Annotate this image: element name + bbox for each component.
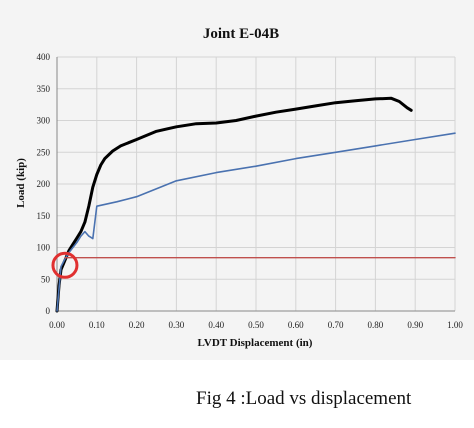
x-tick-label: 0.80: [368, 320, 384, 330]
y-tick-label: 0: [46, 306, 51, 316]
x-tick-label: 0.00: [49, 320, 65, 330]
y-tick-label: 300: [37, 116, 51, 126]
y-axis-label: Load (kip): [15, 158, 27, 208]
x-tick-label: 0.70: [328, 320, 344, 330]
gridlines: [56, 56, 456, 312]
chart-title: Joint E-04B: [203, 26, 279, 42]
x-tick-label: 0.30: [169, 320, 185, 330]
load-displacement-chart: 0 50 100 150 200 250 300 350 400 0.00 0.10 0.20 0.3…: [15, 26, 463, 349]
x-tick-label: 0.90: [407, 320, 423, 330]
series-layer: [55, 96, 456, 313]
y-tick-label: 250: [37, 147, 51, 157]
series-line-0: [55, 96, 413, 313]
axes: [56, 57, 455, 312]
chart-panel: 0 50 100 150 200 250 300 350 400 0.00 0.10 0.20 0.3…: [0, 0, 474, 409]
series-line-1: [56, 132, 456, 312]
y-tick-label: 400: [37, 52, 51, 62]
x-axis-label: LVDT Displacement (in): [198, 337, 313, 349]
figure-caption: Fig 4 :Load vs displacement: [196, 388, 412, 409]
y-tick-label: 150: [37, 211, 51, 221]
x-tick-label: 0.20: [129, 320, 145, 330]
y-tick-label: 50: [41, 274, 51, 284]
x-tick-label: 1.00: [447, 320, 463, 330]
annotation-layer: [51, 251, 79, 279]
x-tick-label: 0.40: [208, 320, 224, 330]
x-tick-labels: 0.00 0.10 0.20 0.30 0.40 0.50 0.60 0.70 0.80 0.90…: [49, 320, 463, 330]
x-tick-label: 0.10: [89, 320, 105, 330]
y-tick-labels: 0 50 100 150 200 250 300 350 400: [37, 52, 51, 316]
highlight-circle: [51, 251, 79, 279]
y-tick-label: 200: [37, 179, 51, 189]
x-tick-label: 0.50: [248, 320, 264, 330]
y-tick-label: 350: [37, 84, 51, 94]
y-tick-label: 100: [37, 243, 51, 253]
x-tick-label: 0.60: [288, 320, 304, 330]
